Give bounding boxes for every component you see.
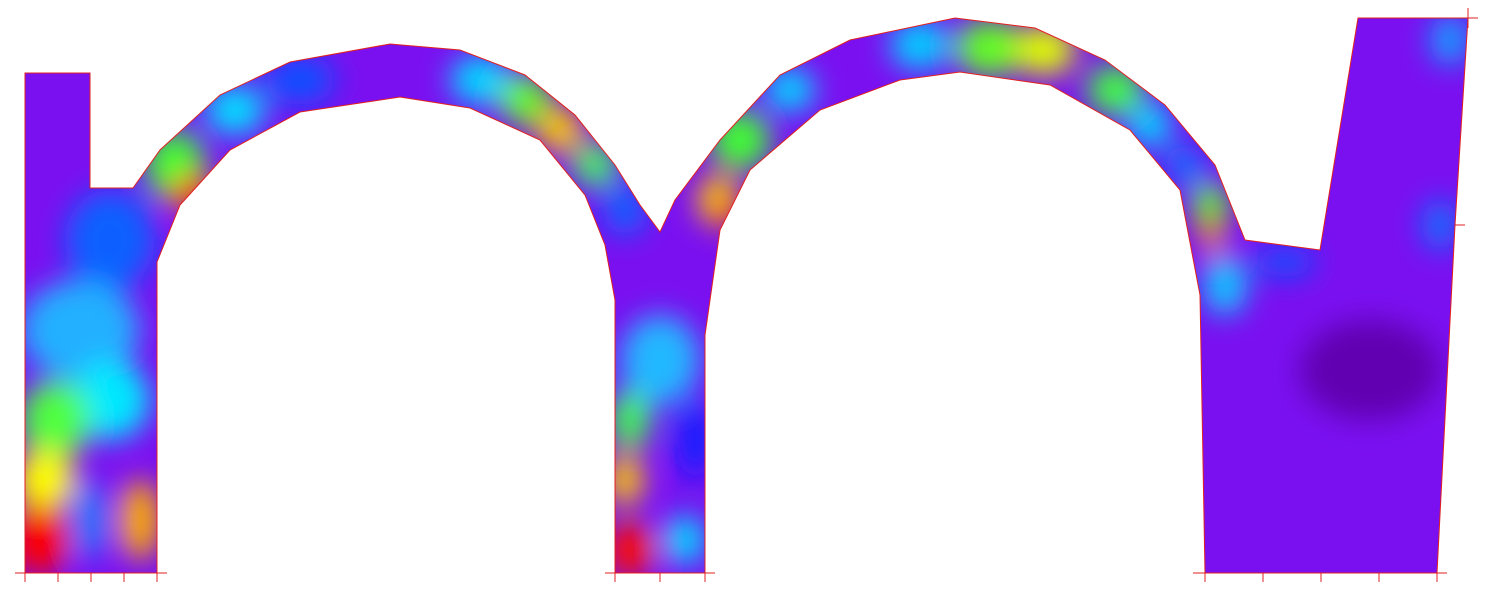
support-ticks: [15, 8, 1478, 582]
